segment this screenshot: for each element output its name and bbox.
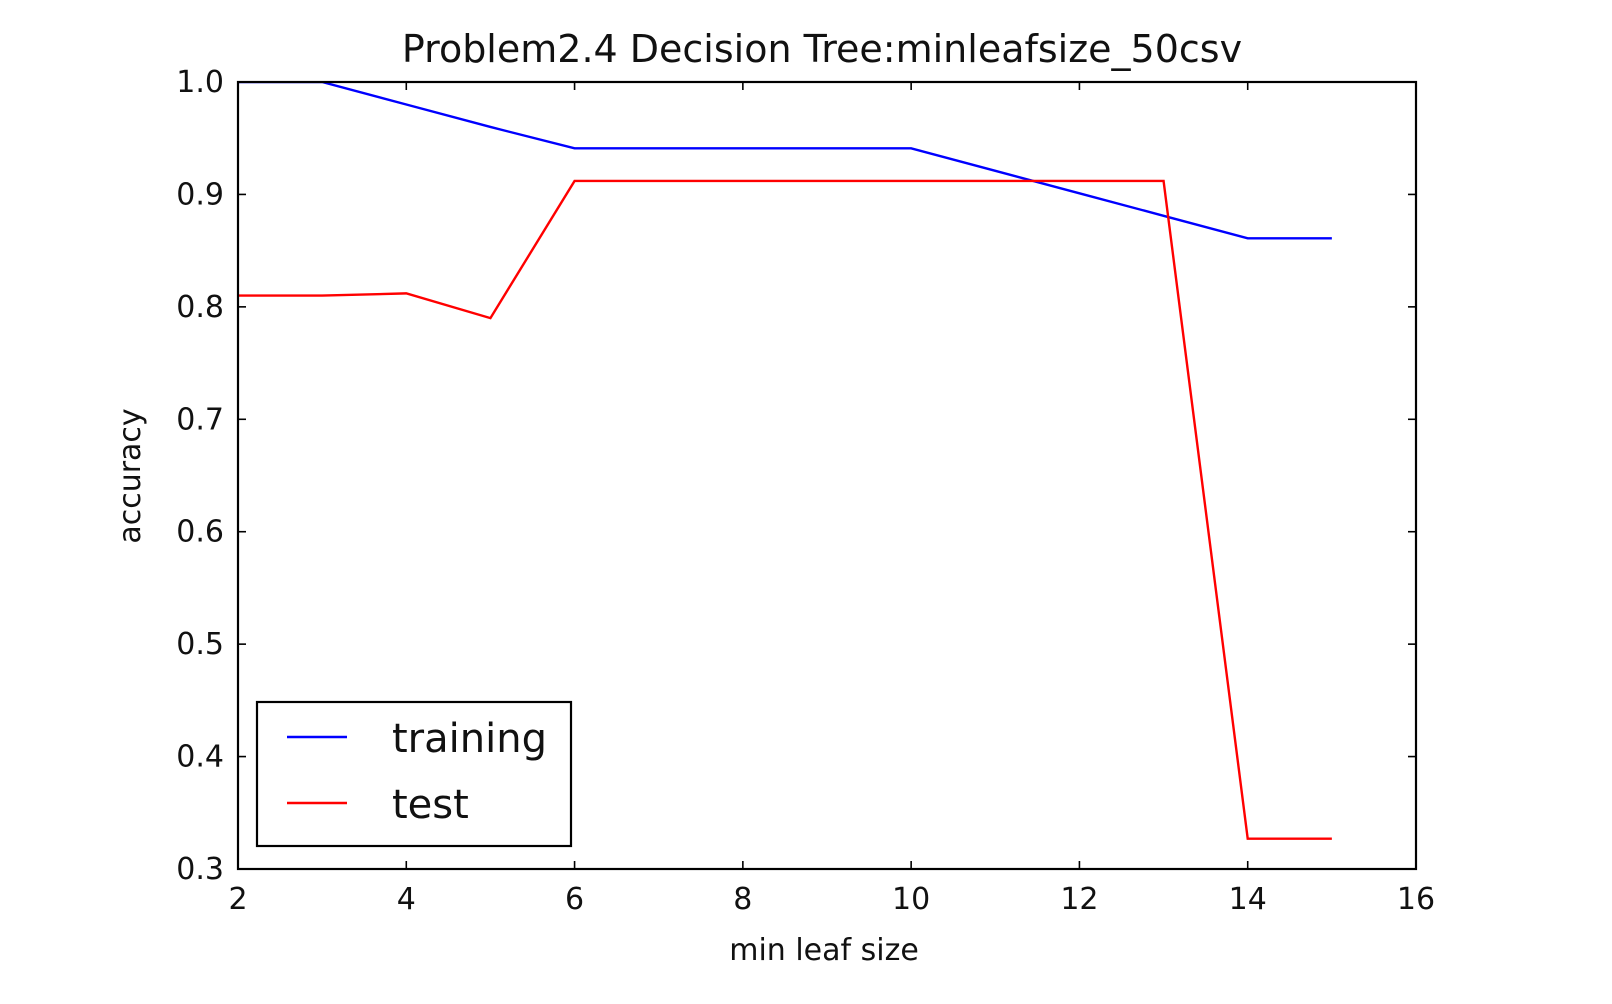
y-tick-label: 0.7 — [176, 402, 224, 437]
series-layer — [238, 82, 1332, 840]
x-tick-label: 12 — [1060, 882, 1098, 917]
legend-box — [255, 700, 573, 848]
plot-area: 2 4 6 8 10 12 14 16 0.3 0.4 0.5 0.6 0.7 0.8 0.9 1.0 — [176, 65, 1435, 917]
y-tick-label: 0.5 — [176, 627, 224, 662]
series-line-training — [238, 82, 1332, 240]
x-tick-label: 2 — [228, 882, 247, 917]
x-axis-label: min leaf size — [729, 933, 919, 968]
x-axis-ticks: 2 4 6 8 10 12 14 16 — [228, 82, 1435, 917]
y-axis-label: accuracy — [113, 408, 148, 543]
x-tick-label: 14 — [1229, 882, 1267, 917]
y-tick-label: 0.6 — [176, 515, 224, 550]
x-tick-label: 4 — [397, 882, 416, 917]
y-tick-label: 0.4 — [176, 740, 224, 775]
legend-label-test: test — [392, 782, 469, 828]
y-tick-label: 0.8 — [176, 290, 224, 325]
legend: training test — [255, 700, 573, 848]
y-tick-label: 0.9 — [176, 177, 224, 212]
x-tick-label: 16 — [1397, 882, 1435, 917]
y-axis-ticks: 0.3 0.4 0.5 0.6 0.7 0.8 0.9 1.0 — [176, 65, 1416, 887]
series-line-test — [238, 179, 1332, 840]
y-tick-label: 1.0 — [176, 65, 224, 100]
y-tick-label: 0.3 — [176, 852, 224, 887]
x-tick-label: 8 — [733, 882, 752, 917]
x-tick-label: 10 — [892, 882, 930, 917]
legend-label-training: training — [392, 716, 547, 762]
x-tick-label: 6 — [565, 882, 584, 917]
chart-title: Problem2.4 Decision Tree:minleafsize_50c… — [402, 27, 1242, 71]
axes-frame — [236, 80, 1418, 871]
